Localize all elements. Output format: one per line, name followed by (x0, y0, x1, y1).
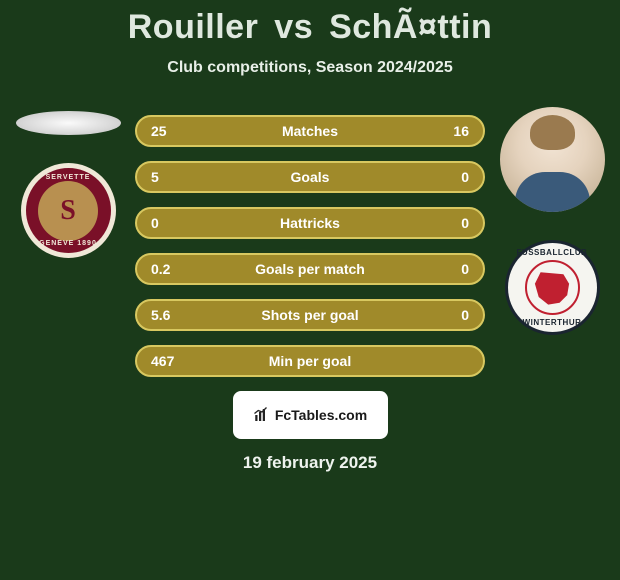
club2-lion-icon (533, 269, 571, 307)
stat-right-value: 0 (409, 261, 469, 277)
player1-column: SERVETTE S GENEVE 1890 (8, 107, 128, 258)
stat-left-value: 0 (151, 215, 211, 231)
club2-inner (525, 260, 580, 315)
stat-row: 5.6 Shots per goal 0 (135, 299, 485, 331)
player2-club-badge: FUSSBALLCLUB WINTERTHUR (505, 240, 600, 335)
player1-name: Rouiller (128, 8, 259, 46)
comparison-title: Rouiller vs SchÃ¤ttin (0, 8, 620, 47)
stat-right-value: 0 (409, 215, 469, 231)
stat-right-value: 16 (409, 123, 469, 139)
player2-column: FUSSBALLCLUB WINTERTHUR (492, 107, 612, 335)
player1-club-badge: SERVETTE S GENEVE 1890 (21, 163, 116, 258)
stat-label: Goals per match (211, 261, 409, 277)
stat-row: 5 Goals 0 (135, 161, 485, 193)
player2-name: SchÃ¤ttin (329, 8, 492, 46)
stat-row: 0 Hattricks 0 (135, 207, 485, 239)
vs-separator: vs (274, 8, 313, 46)
club2-top-text: FUSSBALLCLUB (517, 248, 588, 257)
stat-label: Min per goal (211, 353, 409, 369)
stat-left-value: 5.6 (151, 307, 211, 323)
stat-left-value: 5 (151, 169, 211, 185)
stats-list: 25 Matches 16 5 Goals 0 0 Hattricks 0 0.… (135, 107, 485, 377)
stat-right-value: 0 (409, 307, 469, 323)
chart-icon (253, 406, 271, 424)
club1-top-text: SERVETTE (46, 174, 91, 181)
stat-left-value: 467 (151, 353, 211, 369)
stat-row: 25 Matches 16 (135, 115, 485, 147)
club1-bottom-text: GENEVE 1890 (39, 240, 97, 247)
club2-bottom-text: WINTERTHUR (523, 318, 582, 327)
club1-letter: S (38, 181, 98, 241)
date-label: 19 february 2025 (0, 453, 620, 473)
stat-label: Goals (211, 169, 409, 185)
brand-text: FcTables.com (275, 407, 367, 423)
main-content: SERVETTE S GENEVE 1890 FUSSBALLCLUB WINT… (0, 107, 620, 473)
stat-row: 467 Min per goal (135, 345, 485, 377)
player1-avatar (16, 111, 121, 135)
stat-row: 0.2 Goals per match 0 (135, 253, 485, 285)
stat-label: Matches (211, 123, 409, 139)
player2-avatar (500, 107, 605, 212)
stat-label: Shots per goal (211, 307, 409, 323)
stat-label: Hattricks (211, 215, 409, 231)
stat-left-value: 25 (151, 123, 211, 139)
brand-badge: FcTables.com (233, 391, 388, 439)
subtitle: Club competitions, Season 2024/2025 (0, 59, 620, 77)
stat-left-value: 0.2 (151, 261, 211, 277)
stat-right-value: 0 (409, 169, 469, 185)
